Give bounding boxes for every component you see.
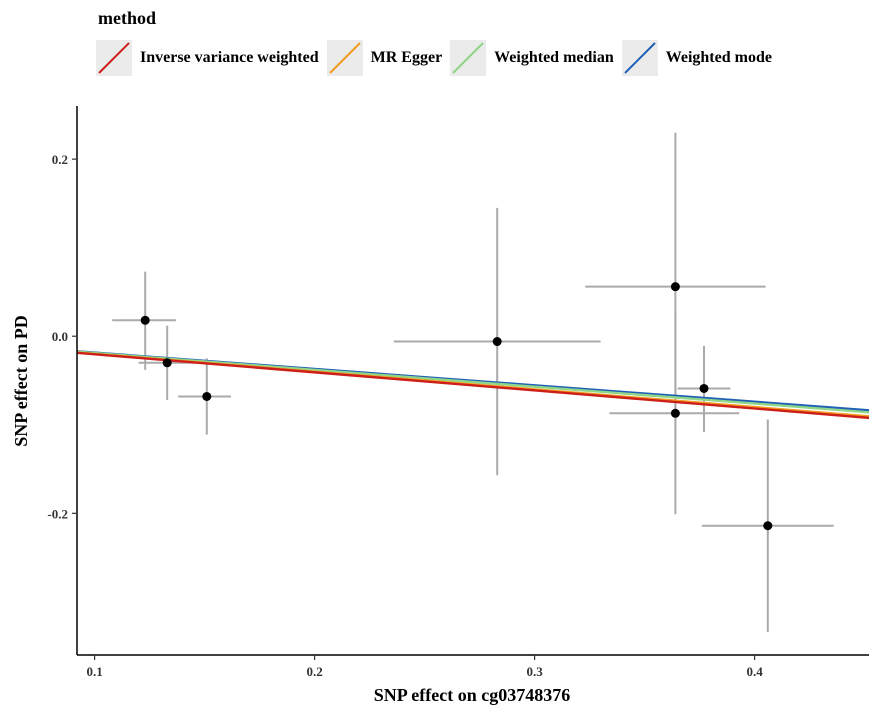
- x-tick-label: 0.3: [526, 664, 543, 679]
- data-point: [699, 383, 709, 393]
- y-tick-label: -0.2: [47, 506, 68, 521]
- data-points: [140, 282, 773, 531]
- legend-key: [621, 40, 658, 76]
- axes: 0.1 0.2 0.3 0.4 0.2 0.0 -0.2: [47, 106, 869, 679]
- legend: Inverse variance weighted MR Egger Weighte…: [96, 40, 780, 76]
- fit-line: [76, 350, 869, 414]
- data-point: [670, 282, 680, 292]
- legend-label: Weighted mode: [665, 49, 772, 66]
- legend-key: [450, 40, 487, 76]
- fit-line: [76, 351, 869, 420]
- legend-title: method: [98, 8, 156, 28]
- data-point: [140, 315, 150, 325]
- data-point: [162, 358, 172, 368]
- data-point: [670, 408, 680, 418]
- legend-label: MR Egger: [370, 49, 443, 66]
- legend-item: Weighted mode: [621, 40, 772, 76]
- legend-item: MR Egger: [326, 40, 443, 76]
- legend-item: Weighted median: [450, 40, 614, 76]
- x-tick-label: 0.1: [86, 664, 102, 679]
- data-point: [492, 337, 502, 347]
- legend-label: Inverse variance weighted: [140, 49, 319, 66]
- legend-item: Inverse variance weighted: [96, 40, 319, 76]
- x-tick-label: 0.2: [306, 664, 322, 679]
- legend-label: Weighted median: [494, 49, 614, 66]
- data-point: [763, 521, 773, 531]
- x-axis-label: SNP effect on cg03748376: [374, 685, 570, 705]
- y-tick-label: 0.0: [52, 329, 68, 344]
- legend-key: [96, 40, 132, 76]
- x-tick-label: 0.4: [746, 664, 763, 679]
- legend-key: [326, 40, 363, 76]
- y-axis-label: SNP effect on PD: [11, 315, 31, 446]
- data-point: [202, 391, 212, 401]
- y-tick-label: 0.2: [52, 152, 68, 167]
- fit-lines: [76, 350, 869, 420]
